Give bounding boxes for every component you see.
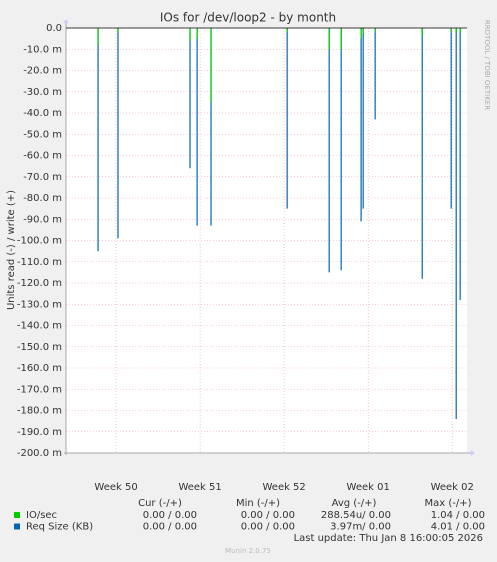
y-tick-label: -100.0 m [17, 236, 62, 247]
y-tick-label: -10.0 m [23, 44, 62, 55]
stat-value: 288.54u/ 0.00 [321, 510, 391, 521]
stat-value: 4.01 / 0.00 [431, 522, 485, 533]
stat-value: 0.00 / 0.00 [143, 522, 197, 533]
legend-label: Req Size (KB) [26, 522, 93, 533]
side-text: RRDTOOL / TOBI OETIKER [483, 20, 491, 110]
legend-label: IO/sec [26, 510, 57, 521]
y-tick-label: -150.0 m [17, 342, 62, 353]
y-tick-label: -120.0 m [17, 278, 62, 289]
last-update: Last update: Thu Jan 8 16:00:05 2026 [294, 533, 483, 544]
y-tick-label: -40.0 m [23, 108, 62, 119]
y-tick-label: -110.0 m [17, 257, 62, 268]
y-tick-label: -90.0 m [23, 214, 62, 225]
y-tick-label: -70.0 m [23, 172, 62, 183]
y-tick-label: -160.0 m [17, 363, 62, 374]
y-tick-label: -60.0 m [23, 151, 62, 162]
chart-title: IOs for /dev/loop2 - by month [160, 11, 336, 25]
y-axis-label: Units read (-) / write (+) [6, 190, 17, 310]
y-tick-label: -200.0 m [17, 448, 62, 459]
x-tick-label: Week 02 [431, 482, 474, 493]
stat-value: 0.00 / 0.00 [143, 510, 197, 521]
x-tick-label: Week 01 [347, 482, 390, 493]
legend-swatch [14, 512, 20, 518]
y-tick-label: -180.0 m [17, 406, 62, 417]
stat-value: 0.00 / 0.00 [241, 522, 295, 533]
y-tick-label: -50.0 m [23, 129, 62, 140]
x-tick-label: Week 50 [94, 482, 137, 493]
stat-value: 0.00 / 0.00 [241, 510, 295, 521]
axis-arrow [471, 450, 475, 456]
stat-header: Max (-/+) [424, 498, 471, 509]
stat-header: Min (-/+) [236, 498, 280, 509]
axis-arrow [63, 19, 69, 23]
y-tick-label: -170.0 m [17, 384, 62, 395]
y-tick-label: -80.0 m [23, 193, 62, 204]
y-tick-label: -20.0 m [23, 66, 62, 77]
stat-value: 1.04 / 0.00 [431, 510, 485, 521]
stat-value: 3.97m/ 0.00 [330, 522, 391, 533]
legend-swatch [14, 523, 20, 530]
x-tick-label: Week 51 [178, 482, 221, 493]
y-tick-label: -140.0 m [17, 321, 62, 332]
footer: Munin 2.0.75 [225, 547, 271, 555]
y-tick-label: 0.0 [46, 23, 62, 34]
x-tick-label: Week 52 [262, 482, 305, 493]
stat-header: Avg (-/+) [332, 498, 377, 509]
stat-header: Cur (-/+) [138, 498, 182, 509]
y-tick-label: -130.0 m [17, 299, 62, 310]
y-tick-label: -190.0 m [17, 427, 62, 438]
y-tick-label: -30.0 m [23, 87, 62, 98]
